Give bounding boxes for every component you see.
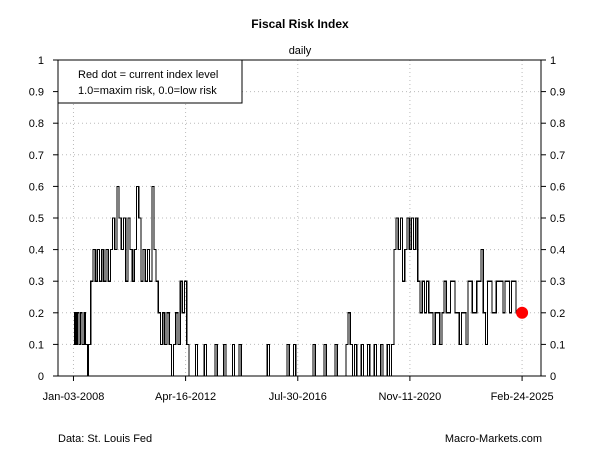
y-tick-label-right: 0.1	[550, 339, 565, 351]
legend-box	[57, 59, 243, 104]
footer-source: Data: St. Louis Fed	[58, 433, 152, 445]
current-point-layer	[516, 306, 529, 319]
y-tick-label-right: 0.9	[550, 87, 565, 99]
y-tick-label-right: 0.8	[550, 118, 565, 130]
y-tick-label-left: 0.6	[29, 181, 44, 193]
y-tick-label-left: 0.5	[29, 213, 44, 225]
x-tick-label: Jan-03-2008	[43, 391, 105, 403]
y-tick-label-right: 0.2	[550, 308, 565, 320]
y-tick-label-right: 0.7	[550, 150, 565, 162]
y-tick-label-left: 0.1	[29, 339, 44, 351]
y-tick-label-right: 0	[550, 371, 556, 383]
x-tick-label: Nov-11-2020	[379, 391, 442, 403]
y-tick-label-left: 0.8	[29, 118, 44, 130]
footer-brand: Macro-Markets.com	[445, 433, 542, 445]
y-tick-label-right: 0.4	[550, 245, 565, 257]
x-tick-label: Apr-16-2012	[155, 391, 216, 403]
legend-line: 1.0=maxim risk, 0.0=low risk	[78, 85, 217, 97]
chart-subtitle: daily	[289, 45, 312, 57]
legend-line: Red dot = current index level	[78, 69, 218, 81]
series-layer	[73, 185, 523, 377]
axes-layer: 0 0 0.1 0.1 0.2 0.2 0.3 0.3 0.4 0.4 0.5 0.5 0.6 0.6 0.…	[29, 55, 566, 403]
y-tick-label-right: 0.6	[550, 181, 565, 193]
current-level-dot	[516, 306, 529, 319]
y-tick-label-right: 0.3	[550, 276, 565, 288]
y-tick-label-left: 0	[38, 371, 44, 383]
y-tick-label-left: 0.4	[29, 245, 44, 257]
x-tick-label: Feb-24-2025	[491, 391, 554, 403]
y-tick-label-right: 1	[550, 55, 556, 67]
chart-title: Fiscal Risk Index	[251, 17, 349, 31]
y-tick-label-left: 0.9	[29, 87, 44, 99]
y-tick-label-right: 0.5	[550, 213, 565, 225]
legend: Red dot = current index level 1.0=maxim r…	[57, 59, 243, 104]
y-tick-label-left: 0.3	[29, 276, 44, 288]
y-tick-label-left: 0.2	[29, 308, 44, 320]
x-tick-label: Jul-30-2016	[269, 391, 327, 403]
y-tick-label-left: 1	[38, 55, 44, 67]
series-line	[73, 185, 523, 377]
y-tick-label-left: 0.7	[29, 150, 44, 162]
